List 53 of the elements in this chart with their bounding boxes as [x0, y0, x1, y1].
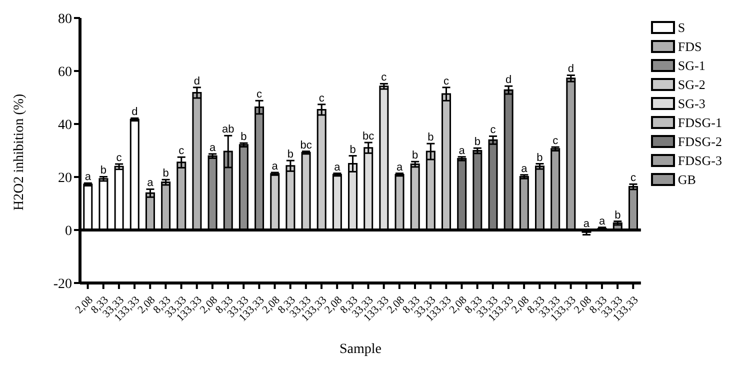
data-label: d: [132, 106, 138, 118]
data-label: b: [100, 164, 107, 177]
y-tick-label: 80: [58, 12, 72, 27]
data-label: a: [209, 142, 216, 154]
data-label: b: [350, 144, 356, 156]
data-label: a: [272, 160, 279, 172]
y-axis-title: H2O2 inhibition (%): [12, 94, 27, 210]
data-label: b: [240, 131, 247, 144]
data-label: d: [568, 63, 574, 76]
legend-label: SG-3: [678, 96, 706, 112]
data-label: bc: [362, 130, 375, 143]
y-tick-label: 40: [58, 118, 72, 133]
data-label: a: [396, 161, 404, 174]
legend-label: S: [678, 20, 686, 36]
y-tick-label: 20: [58, 170, 72, 186]
data-label: c: [444, 75, 450, 88]
data-label: b: [474, 136, 480, 148]
data-label: b: [614, 209, 621, 222]
legend-label: FDSG-1: [678, 114, 722, 130]
data-label: d: [194, 75, 200, 88]
data-label: b: [412, 150, 418, 162]
legend-label: SG-2: [678, 76, 706, 92]
legend-label: FDSG-2: [678, 134, 722, 150]
data-label: b: [428, 132, 434, 144]
data-label: a: [147, 177, 154, 190]
legend-label: FDS: [678, 38, 702, 54]
data-label: a: [599, 215, 606, 228]
x-axis-title: Sample: [339, 342, 382, 357]
data-label: c: [490, 124, 496, 136]
data-label: d: [506, 74, 512, 86]
data-label: c: [178, 145, 185, 158]
y-tick-label: -20: [53, 276, 72, 292]
data-label: c: [552, 135, 559, 148]
legend-label: SG-1: [678, 58, 706, 74]
data-label: a: [521, 162, 528, 175]
legend-label: GB: [678, 172, 696, 188]
data-label: c: [630, 172, 636, 184]
data-label: a: [84, 171, 92, 184]
data-label: c: [318, 92, 325, 104]
data-label: bc: [300, 139, 312, 152]
data-label: a: [458, 144, 466, 157]
legend-label: FDSG-3: [678, 152, 722, 168]
y-tick-label: 60: [58, 64, 72, 80]
data-label: c: [381, 72, 388, 84]
data-label: b: [162, 168, 169, 180]
data-label: ab: [222, 124, 234, 136]
data-label: a: [334, 161, 342, 174]
data-label: a: [583, 218, 590, 230]
data-label: c: [256, 88, 263, 101]
data-label: b: [287, 148, 294, 161]
data-label: c: [116, 152, 122, 164]
y-tick-label: 0: [65, 224, 72, 239]
data-label: b: [536, 152, 543, 164]
